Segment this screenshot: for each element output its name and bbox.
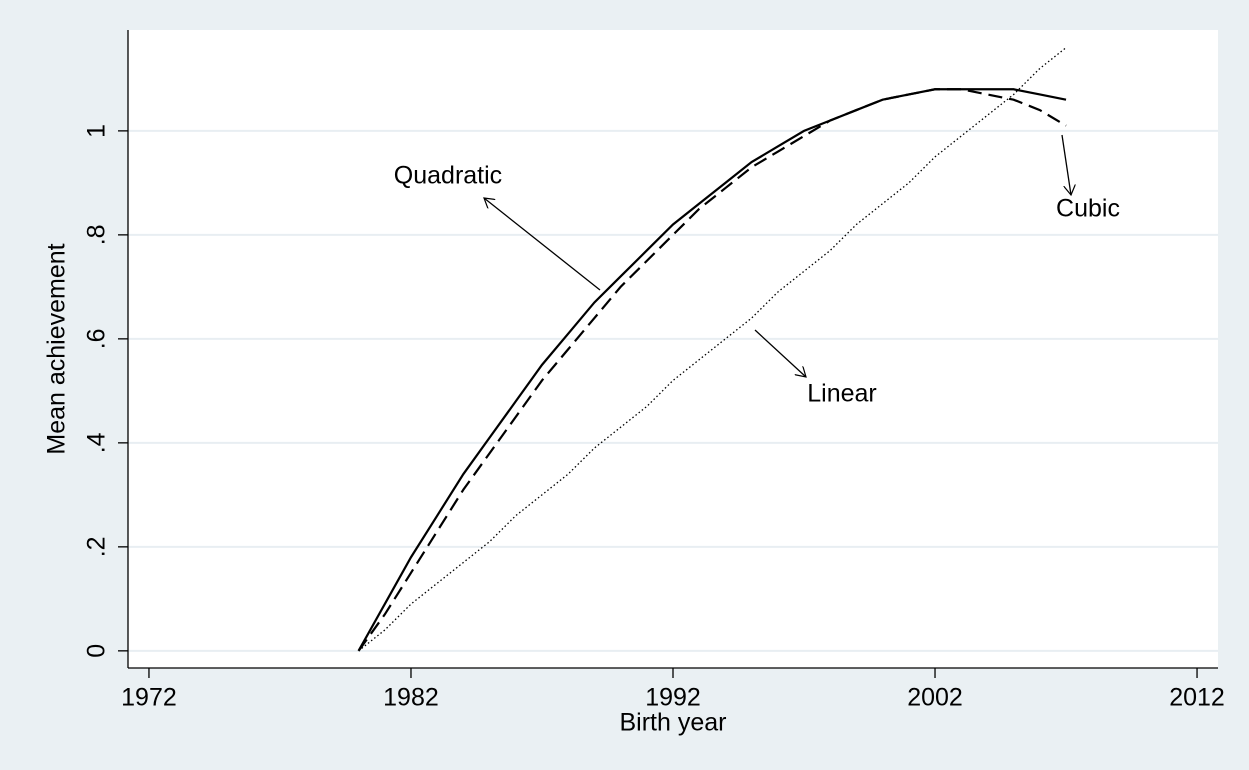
x-tick-label: 2012 [1169, 684, 1225, 712]
x-tick-label: 1982 [383, 684, 439, 712]
y-tick-label: 1 [83, 124, 111, 138]
grid [128, 129, 1218, 652]
annotation-arrow [1061, 134, 1071, 195]
annotation-arrow [754, 329, 806, 377]
x-tick-label: 1972 [121, 684, 177, 712]
y-axis-label: Mean achievement [43, 243, 71, 454]
y-tick-label: .4 [83, 432, 111, 453]
annotation-arrow [484, 198, 601, 291]
y-tick-label: 0 [83, 644, 111, 658]
series-line [357, 88, 1067, 652]
annotation: Linear [807, 380, 877, 408]
x-tick-label: 2002 [907, 684, 963, 712]
x-axis-label: Birth year [620, 709, 727, 737]
y-tick-label: .2 [83, 536, 111, 557]
y-tick-label: .8 [83, 224, 111, 245]
lines [357, 47, 1067, 652]
x-tick-label: 1992 [645, 684, 701, 712]
y-tick-label: .6 [83, 328, 111, 349]
annotation: Quadratic [394, 162, 502, 190]
plot-area [128, 30, 1218, 668]
annotation: Cubic [1056, 195, 1120, 223]
series-line [358, 47, 1067, 652]
